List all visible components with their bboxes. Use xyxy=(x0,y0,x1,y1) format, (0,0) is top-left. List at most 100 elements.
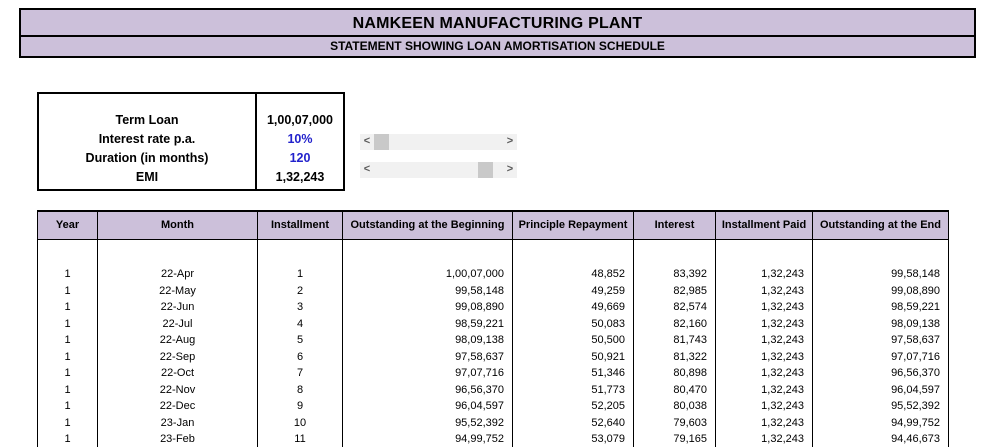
cell-installment-paid[interactable]: 1,32,243 xyxy=(715,431,813,447)
cell-year[interactable]: 1 xyxy=(37,365,98,382)
column-header-year[interactable]: Year xyxy=(37,210,98,240)
cell-installment-paid[interactable]: 1,32,243 xyxy=(715,282,813,299)
cell-outstanding-beginning[interactable]: 98,09,138 xyxy=(342,332,513,349)
empty-cell[interactable] xyxy=(257,239,343,266)
cell-interest[interactable]: 83,392 xyxy=(633,266,716,283)
column-header-installment-paid[interactable]: Installment Paid xyxy=(715,210,813,240)
cell-outstanding-beginning[interactable]: 95,52,392 xyxy=(342,414,513,431)
empty-cell[interactable] xyxy=(715,239,813,266)
param-value[interactable]: 10% xyxy=(287,132,313,146)
cell-interest[interactable]: 81,743 xyxy=(633,332,716,349)
cell-outstanding-end[interactable]: 98,09,138 xyxy=(812,315,949,332)
cell-principle-repayment[interactable]: 48,852 xyxy=(512,266,634,283)
cell-month[interactable]: 22-Nov xyxy=(97,381,258,398)
empty-cell[interactable] xyxy=(37,239,98,266)
cell-outstanding-beginning[interactable]: 94,99,752 xyxy=(342,431,513,447)
cell-outstanding-beginning[interactable]: 98,59,221 xyxy=(342,315,513,332)
param-label[interactable]: Term Loan xyxy=(115,113,179,127)
cell-installment-paid[interactable]: 1,32,243 xyxy=(715,315,813,332)
cell-month[interactable]: 22-Aug xyxy=(97,332,258,349)
cell-month[interactable]: 22-Jun xyxy=(97,299,258,316)
param-value[interactable]: 120 xyxy=(289,151,311,165)
cell-outstanding-end[interactable]: 95,52,392 xyxy=(812,398,949,415)
column-header-outstanding-beginning[interactable]: Outstanding at the Beginning xyxy=(342,210,513,240)
cell-outstanding-beginning[interactable]: 96,04,597 xyxy=(342,398,513,415)
scroll-right-arrow-icon[interactable]: > xyxy=(506,163,514,175)
empty-cell[interactable] xyxy=(512,239,634,266)
cell-principle-repayment[interactable]: 52,205 xyxy=(512,398,634,415)
cell-outstanding-beginning[interactable]: 99,08,890 xyxy=(342,299,513,316)
cell-principle-repayment[interactable]: 50,921 xyxy=(512,348,634,365)
cell-year[interactable]: 1 xyxy=(37,381,98,398)
cell-year[interactable]: 1 xyxy=(37,431,98,447)
cell-installment[interactable]: 1 xyxy=(257,266,343,283)
cell-installment[interactable]: 10 xyxy=(257,414,343,431)
cell-installment-paid[interactable]: 1,32,243 xyxy=(715,348,813,365)
empty-cell[interactable] xyxy=(633,239,716,266)
cell-interest[interactable]: 82,160 xyxy=(633,315,716,332)
cell-principle-repayment[interactable]: 53,079 xyxy=(512,431,634,447)
scrollbar-thumb[interactable] xyxy=(374,134,389,150)
cell-outstanding-beginning[interactable]: 97,07,716 xyxy=(342,365,513,382)
scrollbar-track[interactable] xyxy=(374,162,503,178)
cell-outstanding-beginning[interactable]: 1,00,07,000 xyxy=(342,266,513,283)
empty-cell[interactable] xyxy=(97,239,258,266)
cell-month[interactable]: 22-Dec xyxy=(97,398,258,415)
cell-principle-repayment[interactable]: 50,500 xyxy=(512,332,634,349)
cell-year[interactable]: 1 xyxy=(37,332,98,349)
cell-year[interactable]: 1 xyxy=(37,299,98,316)
cell-year[interactable]: 1 xyxy=(37,315,98,332)
cell-installment-paid[interactable]: 1,32,243 xyxy=(715,398,813,415)
cell-outstanding-beginning[interactable]: 99,58,148 xyxy=(342,282,513,299)
cell-principle-repayment[interactable]: 51,346 xyxy=(512,365,634,382)
cell-interest[interactable]: 82,985 xyxy=(633,282,716,299)
cell-year[interactable]: 1 xyxy=(37,348,98,365)
cell-month[interactable]: 23-Jan xyxy=(97,414,258,431)
cell-outstanding-end[interactable]: 96,56,370 xyxy=(812,365,949,382)
cell-installment-paid[interactable]: 1,32,243 xyxy=(715,381,813,398)
cell-outstanding-beginning[interactable]: 96,56,370 xyxy=(342,381,513,398)
cell-month[interactable]: 23-Feb xyxy=(97,431,258,447)
cell-outstanding-end[interactable]: 99,58,148 xyxy=(812,266,949,283)
param-label[interactable]: Interest rate p.a. xyxy=(98,132,196,146)
cell-interest[interactable]: 81,322 xyxy=(633,348,716,365)
cell-outstanding-end[interactable]: 94,46,673 xyxy=(812,431,949,447)
empty-cell[interactable] xyxy=(812,239,949,266)
cell-installment-paid[interactable]: 1,32,243 xyxy=(715,266,813,283)
cell-interest[interactable]: 82,574 xyxy=(633,299,716,316)
scroll-left-arrow-icon[interactable]: < xyxy=(363,163,371,175)
cell-outstanding-end[interactable]: 97,58,637 xyxy=(812,332,949,349)
column-header-month[interactable]: Month xyxy=(97,210,258,240)
cell-installment[interactable]: 4 xyxy=(257,315,343,332)
cell-outstanding-end[interactable]: 99,08,890 xyxy=(812,282,949,299)
cell-principle-repayment[interactable]: 49,669 xyxy=(512,299,634,316)
cell-outstanding-end[interactable]: 96,04,597 xyxy=(812,381,949,398)
cell-principle-repayment[interactable]: 49,259 xyxy=(512,282,634,299)
empty-cell[interactable] xyxy=(342,239,513,266)
param-label[interactable]: EMI xyxy=(135,170,159,184)
cell-outstanding-end[interactable]: 98,59,221 xyxy=(812,299,949,316)
cell-month[interactable]: 22-Jul xyxy=(97,315,258,332)
column-header-interest[interactable]: Interest xyxy=(633,210,716,240)
scroll-right-arrow-icon[interactable]: > xyxy=(506,135,514,147)
cell-installment[interactable]: 9 xyxy=(257,398,343,415)
cell-installment[interactable]: 7 xyxy=(257,365,343,382)
column-header-installment[interactable]: Installment xyxy=(257,210,343,240)
cell-installment-paid[interactable]: 1,32,243 xyxy=(715,299,813,316)
column-header-principle-repayment[interactable]: Principle Repayment xyxy=(512,210,634,240)
cell-year[interactable]: 1 xyxy=(37,414,98,431)
scroll-left-arrow-icon[interactable]: < xyxy=(363,135,371,147)
cell-installment[interactable]: 2 xyxy=(257,282,343,299)
cell-month[interactable]: 22-May xyxy=(97,282,258,299)
cell-interest[interactable]: 80,898 xyxy=(633,365,716,382)
param-value[interactable]: 1,32,243 xyxy=(275,170,325,184)
cell-installment[interactable]: 6 xyxy=(257,348,343,365)
cell-month[interactable]: 22-Oct xyxy=(97,365,258,382)
column-header-outstanding-end[interactable]: Outstanding at the End xyxy=(812,210,949,240)
cell-installment[interactable]: 11 xyxy=(257,431,343,447)
param-value[interactable]: 1,00,07,000 xyxy=(266,113,334,127)
scrollbar-track[interactable] xyxy=(374,134,503,150)
cell-principle-repayment[interactable]: 52,640 xyxy=(512,414,634,431)
cell-installment-paid[interactable]: 1,32,243 xyxy=(715,365,813,382)
scrollbar-thumb[interactable] xyxy=(477,162,493,178)
